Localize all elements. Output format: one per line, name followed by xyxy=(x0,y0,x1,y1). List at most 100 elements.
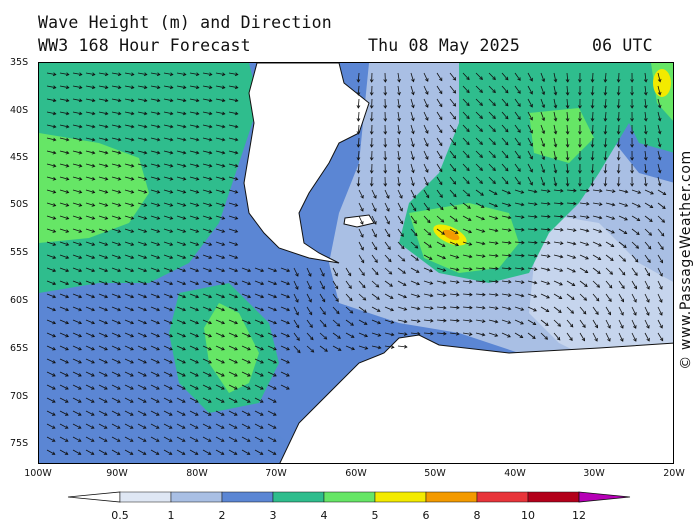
direction-arrow-head xyxy=(65,216,70,220)
direction-arrow-head xyxy=(517,142,521,146)
direction-arrow-head xyxy=(373,195,377,199)
direction-arrow-head xyxy=(221,242,226,246)
direction-arrow xyxy=(631,332,637,342)
direction-arrow-head xyxy=(104,360,108,364)
direction-arrow xyxy=(462,254,472,258)
direction-arrow-head xyxy=(104,150,109,155)
direction-arrow-head xyxy=(504,128,509,133)
legend-tick-5: 5 xyxy=(371,509,379,522)
direction-arrow xyxy=(46,384,56,390)
direction-arrow-head xyxy=(169,229,174,233)
direction-arrow xyxy=(137,202,147,206)
direction-arrow-head xyxy=(573,188,577,193)
direction-arrow-head xyxy=(156,163,161,168)
direction-arrow xyxy=(514,280,524,283)
direction-arrow xyxy=(59,371,69,377)
direction-arrow xyxy=(618,332,624,342)
direction-arrow-head xyxy=(51,412,56,416)
direction-arrow-head xyxy=(584,269,589,274)
direction-arrow-head xyxy=(234,281,239,286)
direction-arrow-head xyxy=(495,279,499,284)
direction-arrow xyxy=(228,137,238,141)
direction-arrow xyxy=(475,306,485,309)
direction-arrow-head xyxy=(439,77,443,82)
direction-arrow-head xyxy=(466,193,471,197)
direction-arrow-head xyxy=(611,189,616,193)
direction-arrow-head xyxy=(195,386,199,390)
direction-arrow xyxy=(514,228,524,231)
direction-arrow xyxy=(72,215,82,220)
direction-arrow xyxy=(150,397,160,403)
direction-arrow-head xyxy=(479,141,483,145)
direction-arrow-head xyxy=(335,310,340,315)
direction-arrow xyxy=(111,150,121,154)
direction-arrow-head xyxy=(273,294,278,299)
direction-arrow xyxy=(618,72,620,83)
direction-arrow xyxy=(241,371,251,377)
direction-arrow xyxy=(644,163,647,173)
direction-arrow-head xyxy=(52,268,57,273)
direction-arrow xyxy=(46,449,55,455)
direction-arrow xyxy=(644,215,653,222)
direction-arrow xyxy=(618,241,627,248)
direction-arrow-head xyxy=(64,412,69,416)
direction-arrow-head xyxy=(578,170,582,174)
direction-arrow-head xyxy=(52,124,57,129)
direction-arrow xyxy=(553,280,563,286)
direction-arrow xyxy=(566,202,577,205)
direction-arrow xyxy=(85,397,95,403)
direction-arrow xyxy=(397,254,405,262)
direction-arrow-head xyxy=(182,124,187,129)
direction-arrow-head xyxy=(155,412,160,416)
direction-arrow-head xyxy=(349,310,354,314)
direction-arrow xyxy=(189,72,199,75)
direction-arrow xyxy=(423,150,429,160)
direction-arrow-head xyxy=(234,255,239,259)
direction-arrow-head xyxy=(412,207,417,212)
direction-arrow-head xyxy=(169,386,173,390)
direction-arrow xyxy=(436,85,443,94)
direction-arrow-head xyxy=(559,268,564,272)
wave-height-colorbar xyxy=(67,491,631,503)
direction-arrow xyxy=(423,332,434,335)
direction-arrow xyxy=(306,319,313,328)
lat-label-35s: 35S xyxy=(10,57,29,68)
direction-arrow xyxy=(72,345,82,351)
direction-arrow-head xyxy=(104,346,108,351)
direction-arrow-head xyxy=(621,271,626,276)
direction-arrow xyxy=(540,124,545,134)
direction-arrow-head xyxy=(466,180,470,185)
direction-arrow-head xyxy=(309,336,314,341)
direction-arrow-head xyxy=(633,312,637,316)
direction-arrow-head xyxy=(616,79,621,83)
direction-arrow xyxy=(163,293,173,298)
direction-arrow-head xyxy=(397,169,401,174)
direction-arrow xyxy=(111,397,121,403)
direction-arrow xyxy=(475,332,485,336)
direction-arrow xyxy=(137,124,147,128)
direction-arrow-head xyxy=(182,150,187,155)
direction-arrow-head xyxy=(429,281,434,285)
direction-arrow-head xyxy=(273,268,278,273)
direction-arrow-head xyxy=(657,130,662,135)
direction-arrow xyxy=(357,72,360,83)
direction-arrow-head xyxy=(504,180,509,185)
direction-arrow xyxy=(462,267,472,270)
direction-arrow-head xyxy=(529,103,533,108)
direction-arrow xyxy=(176,241,186,246)
direction-arrow xyxy=(358,254,365,263)
direction-arrow-head xyxy=(467,217,472,221)
direction-arrow-head xyxy=(546,254,551,258)
direction-arrow xyxy=(72,423,82,429)
direction-arrow-head xyxy=(272,425,277,429)
direction-arrow xyxy=(124,319,134,324)
direction-arrow-head xyxy=(308,298,312,303)
direction-arrow-head xyxy=(649,204,654,209)
direction-arrow xyxy=(319,332,327,340)
direction-arrow-head xyxy=(195,307,200,312)
direction-arrow-head xyxy=(383,105,388,109)
direction-arrow xyxy=(98,306,108,311)
direction-arrow-head xyxy=(181,399,186,403)
direction-arrow xyxy=(98,345,108,351)
direction-arrow xyxy=(215,241,225,246)
